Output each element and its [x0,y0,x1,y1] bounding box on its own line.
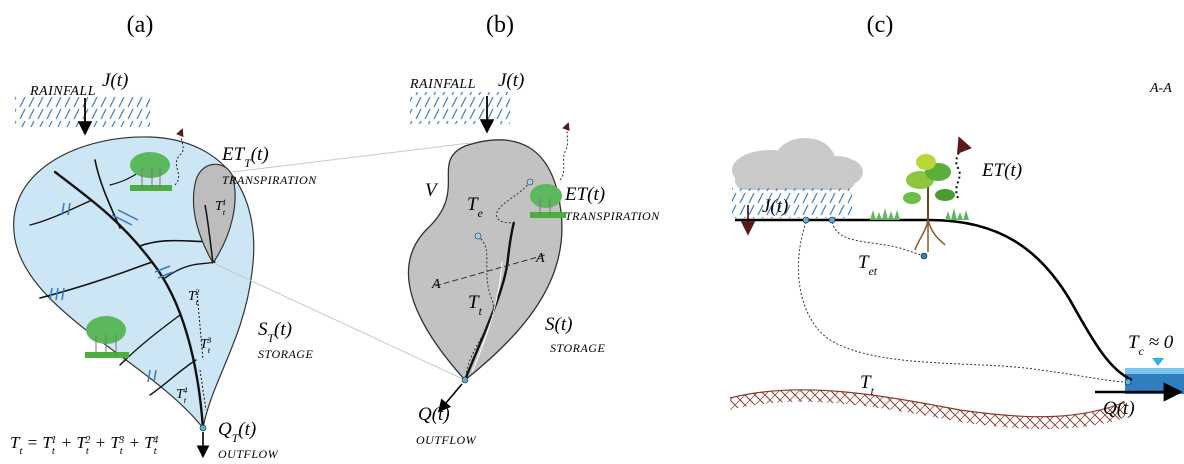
subscript: et [869,265,878,278]
grass [870,208,969,220]
point [475,233,481,239]
label: Tt = Tt1 + Tt2 + Tt3 + Tt4 [10,433,159,457]
panel-c: (c) A-A J(t) ET(t) Tet Tc ≈ 0 Tt Q(t) [730,12,1184,445]
label: Tc ≈ 0 [1128,332,1174,358]
label: Storage [258,347,313,361]
label: J(t) [762,196,788,217]
label: QT(t) [218,419,256,445]
label: S(t) [545,314,572,335]
symbol-tail: (t) [238,419,256,440]
point [803,217,809,223]
subscript: t [120,446,124,457]
label: Tet [858,252,878,278]
plant-part [935,189,955,201]
label: Rainfall [29,84,96,99]
rain [15,95,150,127]
et-path [956,140,961,198]
label: ST(t) [258,319,292,345]
et-time-path [832,222,924,256]
label: Transpiration [565,209,660,223]
superscript: 2 [195,287,200,297]
point [1125,379,1131,385]
rain [410,92,510,124]
symbol-tail: + [90,433,110,452]
trees-part [130,185,172,191]
symbol-tail: (t) [251,144,269,165]
grass-part [945,208,969,220]
label: (a) [127,12,154,38]
label: A-A [1149,81,1172,96]
cloud [732,138,863,190]
symbol-tail: + [56,433,76,452]
water-level [1152,358,1164,366]
plant-part [903,192,921,204]
trees-part [85,352,129,358]
trees-part [530,212,566,218]
label: A [431,277,441,292]
symbol: Q [218,419,232,440]
panel-b: (b) Rainfall J(t) V Te ET(t) Transpirati… [408,12,660,447]
stream-surface [1125,368,1184,374]
label: ET(t) [981,160,1022,181]
label: J(t) [498,70,524,91]
outlet [200,425,206,431]
label: Q(t) [418,404,450,425]
plant-part [916,154,936,170]
label: A [535,251,545,266]
label: J(t) [102,70,128,91]
trees-part [130,152,170,178]
label: ET(t) [564,184,605,205]
symbol: S [258,319,268,340]
superscript: 1 [222,197,226,207]
symbol-tail: = [22,433,42,452]
et-path [560,124,568,180]
label: Rainfall [409,77,476,92]
superscript: 4 [153,435,159,446]
symbol-tail: + [124,433,144,452]
trees-part [530,184,562,208]
travel-path [798,222,1128,382]
subscript: e [478,207,483,220]
label: (c) [867,12,894,38]
label: Outflow [416,433,477,447]
point [829,217,835,223]
label: Storage [550,341,605,355]
point [921,253,927,259]
subscript: t [52,446,56,457]
symbol-tail: ≈ 0 [1144,332,1174,353]
cloud-part [735,168,855,190]
rain [732,188,852,218]
ground-surface [735,220,1132,380]
trees [530,184,566,218]
label: Q(t) [1103,398,1135,419]
superscript: 4 [183,385,188,395]
label: ETT(t) [221,144,269,170]
subscript: t [86,446,90,457]
label: V [425,180,439,201]
plant-part [915,220,945,252]
symbol-tail: (t) [274,319,292,340]
grass-part [870,208,900,220]
subscript: t [154,446,158,457]
superscript: 3 [206,335,212,345]
label: Outflow [218,447,279,461]
figure: (a) Rainfall J(t) ETT(t) Transpiration T… [0,0,1184,464]
symbol: ET [221,144,246,165]
panel-a: (a) Rainfall J(t) ETT(t) Transpiration T… [10,12,317,461]
outlet [462,377,468,383]
label: (b) [486,12,514,38]
point [527,179,533,185]
label: Transpiration [222,173,317,187]
plant [903,154,955,252]
